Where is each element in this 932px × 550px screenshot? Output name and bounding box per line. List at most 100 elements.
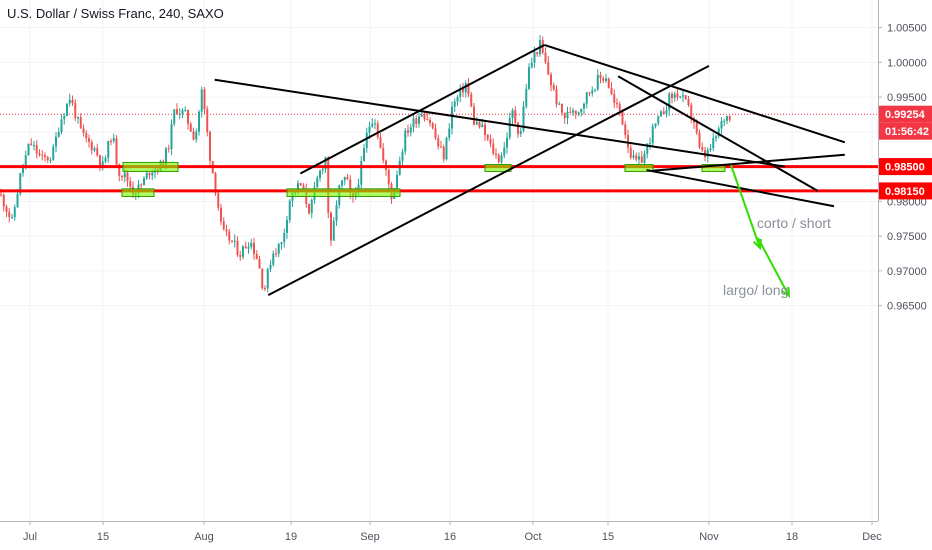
trendline [617, 75, 819, 192]
arrows [730, 164, 791, 299]
time-tick-label: 15 [97, 531, 109, 543]
candle-body [310, 199, 313, 214]
candle-body [316, 177, 319, 188]
forecast-arrow-line [757, 237, 790, 297]
candle-body [605, 78, 607, 81]
candle-body [275, 253, 277, 255]
candle-body [90, 141, 93, 151]
candle-body [717, 128, 720, 137]
candle-body [110, 140, 112, 142]
candle-body [225, 229, 228, 232]
support-zone [701, 164, 726, 172]
candle-body [68, 99, 71, 104]
trendlines [214, 44, 846, 297]
candle-body [321, 169, 324, 171]
candle-body [324, 157, 327, 170]
candle-body [665, 109, 668, 115]
candle-body [572, 110, 574, 113]
candle-body [121, 175, 123, 178]
candle-body [60, 119, 63, 133]
candle-body [250, 242, 253, 248]
annotation-label: largo/ long [723, 282, 788, 298]
candle-body [522, 106, 525, 131]
candle-body [511, 110, 514, 119]
candle-body [178, 113, 181, 115]
candle-body [715, 136, 717, 138]
candle-body [627, 134, 629, 148]
candle-body [148, 172, 151, 176]
candle-body [365, 132, 368, 149]
candle-body [486, 134, 489, 140]
candle-body [332, 220, 335, 241]
candle-body [517, 122, 519, 135]
candle-body [46, 157, 49, 161]
candle-body [723, 120, 726, 122]
candle-body [580, 108, 583, 113]
time-axis[interactable]: Jul 15 Aug 19 Sep 16 Oct 15 Nov 18 Dec [0, 521, 882, 543]
candle-body [530, 62, 533, 68]
candle-body [266, 269, 269, 289]
candle-body [242, 246, 244, 257]
trendline [299, 44, 545, 175]
candle-body [198, 111, 200, 132]
candle-body [701, 147, 704, 151]
candle-body [327, 157, 330, 213]
candle-body [77, 117, 79, 119]
countdown-badge: 01:56:42 [885, 126, 929, 138]
time-tick-label: Aug [194, 531, 214, 543]
candle-body [528, 67, 530, 89]
candle-body [616, 102, 618, 105]
candle-body [79, 117, 82, 129]
trendline [544, 44, 846, 144]
candle-body [231, 240, 233, 242]
current-price-badge-bg [879, 105, 932, 123]
candle-body [206, 109, 209, 133]
candle-body [484, 124, 486, 135]
grid [0, 0, 878, 521]
candle-body [709, 148, 712, 151]
candle-body [63, 115, 66, 120]
candle-body [96, 148, 99, 156]
candle-body [618, 104, 621, 111]
candle-body [151, 172, 154, 176]
candle-body [404, 130, 407, 152]
candle-body [591, 90, 594, 94]
price-axis[interactable]: 1.005001.000000.995000.990000.985000.980… [878, 0, 927, 521]
candle-body [247, 247, 250, 249]
candle-body [599, 74, 602, 79]
candle-body [555, 89, 558, 105]
candle-body [602, 78, 605, 81]
candle-body [497, 154, 500, 163]
candle-body [8, 211, 11, 218]
candle-body [651, 126, 654, 144]
candle-body [115, 138, 118, 165]
candle-body [368, 126, 371, 133]
candle-body [253, 242, 255, 255]
candle-body [445, 137, 448, 160]
candle-body [57, 132, 60, 137]
candle-body [184, 109, 187, 111]
candle-body [456, 96, 459, 102]
candle-body [308, 203, 310, 214]
candle-body [420, 114, 423, 117]
candle-body [66, 103, 68, 116]
forecast-arrow-head [781, 286, 791, 299]
candle-body [594, 89, 596, 91]
candle-body [536, 51, 539, 55]
support-zones [121, 161, 726, 197]
candle-body [401, 151, 404, 161]
candle-body [222, 221, 225, 230]
level-price-badge: 0.98500 [885, 162, 925, 174]
candle-body [140, 184, 143, 186]
candle-body [330, 212, 332, 241]
candle-body [16, 193, 19, 208]
candle-body [726, 115, 728, 121]
candle-body [676, 93, 679, 98]
candle-body [13, 207, 16, 218]
level-price-badge-bg [879, 182, 932, 200]
trendline [267, 64, 710, 297]
candle-body [129, 181, 132, 187]
candle-body [596, 74, 599, 90]
candle-body [660, 111, 662, 117]
